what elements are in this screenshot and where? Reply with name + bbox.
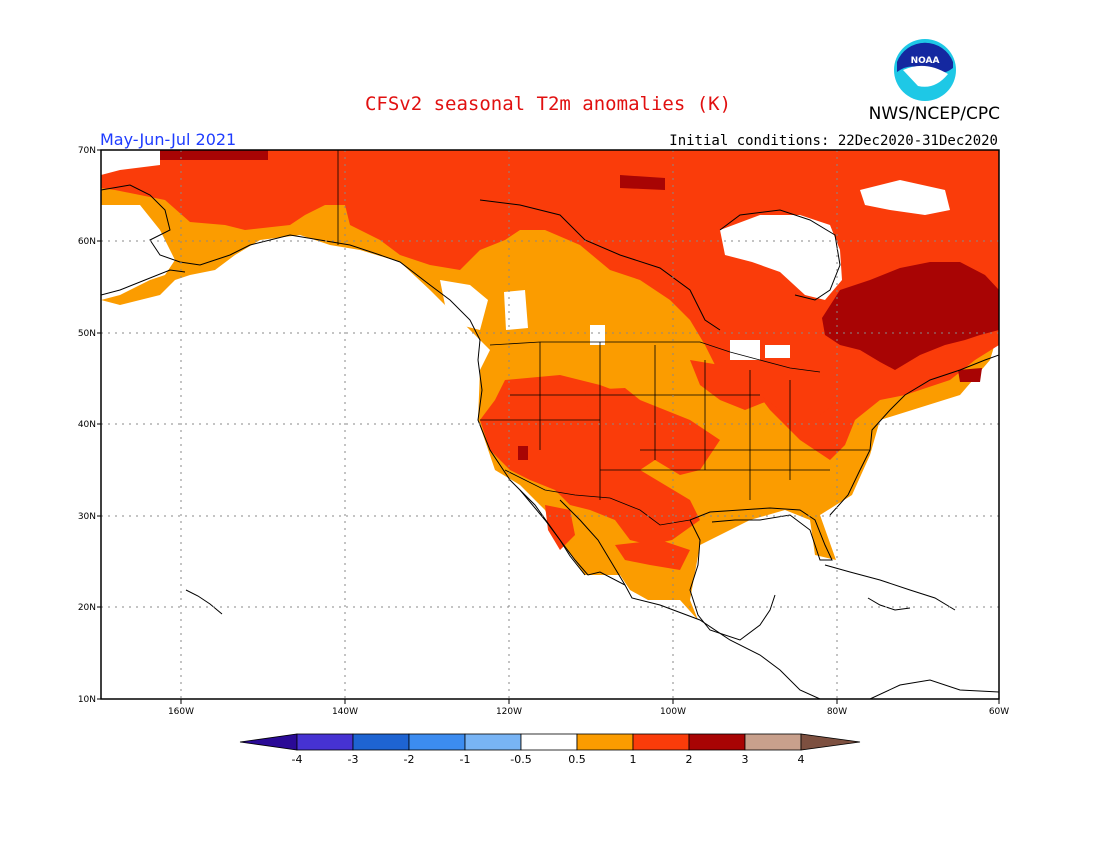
colorbar-arrow-right	[800, 733, 861, 751]
colorbar-swatch	[296, 733, 354, 751]
colorbar-swatch	[520, 733, 578, 751]
longitude-label: 160W	[168, 707, 194, 717]
longitude-label: 80W	[827, 707, 847, 717]
colorbar-label: 4	[798, 753, 805, 766]
colorbar-swatch	[408, 733, 466, 751]
colorbar-label: -0.5	[510, 753, 531, 766]
colorbar-swatch	[688, 733, 746, 751]
colorbar-arrow-left	[239, 733, 298, 751]
agency-label: NWS/NCEP/CPC	[869, 104, 1000, 124]
political-borders	[337, 150, 870, 526]
colorbar: -4 -3 -2 -1 -0.5 0.5 1 2 3 4	[239, 733, 861, 766]
longitude-label: 140W	[332, 707, 358, 717]
colorbar-label: 3	[742, 753, 749, 766]
colorbar-label: 2	[686, 753, 693, 766]
colorbar-label: -1	[460, 753, 471, 766]
longitude-label: 120W	[496, 707, 522, 717]
colorbar-swatch	[576, 733, 634, 751]
colorbar-swatch	[352, 733, 410, 751]
graticule	[101, 150, 999, 699]
latitude-label: 30N	[78, 512, 96, 522]
neutral-patches	[101, 150, 950, 360]
colorbar-label: -3	[348, 753, 359, 766]
latitude-label: 70N	[78, 146, 96, 156]
initial-conditions-label: Initial conditions: 22Dec2020-31Dec2020	[669, 133, 998, 149]
longitude-labels: 160W 140W 120W 100W 80W 60W	[168, 699, 1009, 717]
noaa-logo-icon: NOAA	[894, 39, 956, 101]
anomaly-region-darkred	[160, 150, 999, 460]
colorbar-swatch	[632, 733, 690, 751]
latitude-label: 10N	[78, 695, 96, 705]
colorbar-label: 1	[630, 753, 637, 766]
latitude-label: 20N	[78, 603, 96, 613]
season-label: May-Jun-Jul 2021	[100, 130, 236, 149]
colorbar-swatch	[464, 733, 522, 751]
colorbar-label: 0.5	[568, 753, 586, 766]
map-layers	[101, 150, 999, 699]
latitude-label: 60N	[78, 237, 96, 247]
latitude-label: 50N	[78, 329, 96, 339]
noaa-logo-text: NOAA	[911, 56, 940, 66]
latitude-labels: 70N 60N 50N 40N 30N 20N 10N	[78, 146, 101, 705]
latitude-label: 40N	[78, 420, 96, 430]
colorbar-swatch	[744, 733, 802, 751]
longitude-label: 60W	[989, 707, 1009, 717]
colorbar-label: -2	[404, 753, 415, 766]
coastlines	[101, 184, 999, 699]
map-title: CFSv2 seasonal T2m anomalies (K)	[365, 93, 731, 115]
longitude-label: 100W	[660, 707, 686, 717]
colorbar-label: -4	[292, 753, 303, 766]
